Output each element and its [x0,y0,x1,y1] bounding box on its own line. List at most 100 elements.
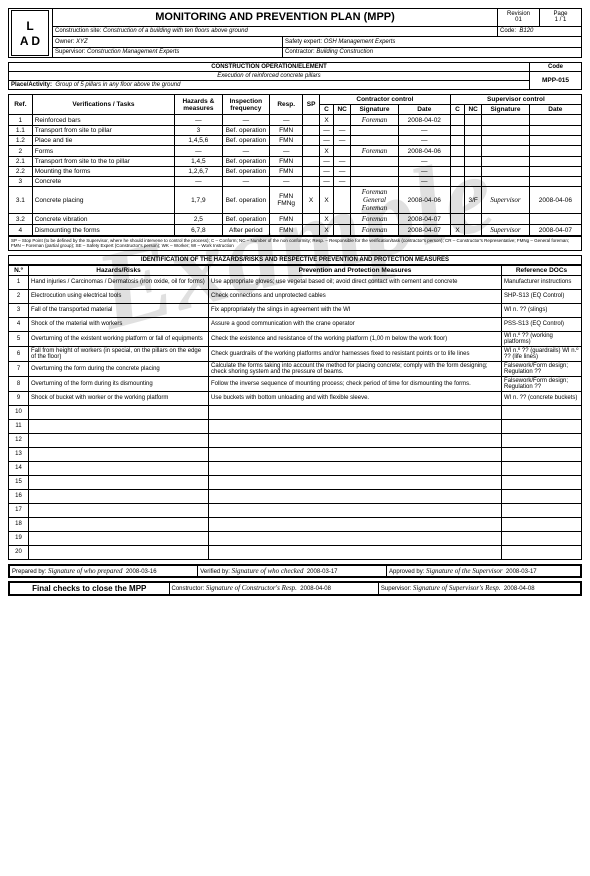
col-sc-sig: Signature [482,105,529,115]
cell: 2008-04-07 [398,225,450,236]
table-row: 4Dismounting the forms6,7,8After periodF… [9,225,582,236]
site-value: Construction of a building with ten floo… [103,28,248,34]
cell [482,157,529,167]
cell [450,187,464,214]
col-cc-nc: NC [334,105,351,115]
table-row: 2.2Mounting the forms1,2,6,7Bef. operati… [9,167,582,177]
cell: Transport from site to pillar [32,126,174,136]
hcol-n: N.º [9,265,29,275]
cell: 4 [9,317,29,331]
cell: 8 [9,376,29,391]
cell: 3.1 [9,187,33,214]
op-code-label: Code [530,63,582,72]
cell: 6 [9,346,29,361]
cell [29,475,209,489]
table-row: 20 [9,545,582,559]
cell: — [222,177,269,187]
code-label: Code: [500,28,516,34]
cell: FMN [270,214,303,225]
table-row: 4Shock of the material with workersAssur… [9,317,582,331]
cell: Place and tie [32,136,174,146]
cell [303,126,320,136]
logo-bottom: A D [20,34,40,48]
col-cc-date: Date [398,105,450,115]
approved-label: Approved by: [389,569,424,575]
cell: — [334,177,351,187]
cell: — [398,167,450,177]
cell: Fall from height of workers (in special,… [29,346,209,361]
cell: PSS-S13 (EQ Control) [502,317,582,331]
cell [502,475,582,489]
cell [529,146,581,157]
table-row: 13 [9,447,582,461]
logo-top: L [26,19,33,33]
cell [303,225,320,236]
table-row: 16 [9,489,582,503]
cell [209,447,502,461]
contractor-label: Contractor: [285,49,315,55]
cell: — [398,177,450,187]
cell [482,177,529,187]
cell: 9 [9,391,29,405]
table-row: 12 [9,433,582,447]
cell: — [319,167,333,177]
cell: 1,7,9 [175,187,222,214]
cell [29,447,209,461]
cell: 2,5 [175,214,222,225]
cell: 3 [9,177,33,187]
table-row: 14 [9,461,582,475]
cell: — [175,115,222,126]
cell: — [270,115,303,126]
cell: 12 [9,433,29,447]
cell [29,503,209,517]
cell: Forms [32,146,174,157]
cell: Overturning the form during the concrete… [29,361,209,376]
cell: 2008-04-07 [398,214,450,225]
cell [450,136,464,146]
cell [482,126,529,136]
approved-date: 2008-03-17 [506,569,537,575]
cell: 2008-04-02 [398,115,450,126]
cell [450,157,464,167]
col-sc-date: Date [529,105,581,115]
cell [351,157,398,167]
cell [482,167,529,177]
cell: — [334,167,351,177]
safety-value: OSH Management Experts [324,39,396,45]
col-sp: SP [303,95,320,115]
final-checks-table: Final checks to close the MPP Constructo… [8,581,582,596]
cell: Foreman General Foreman [351,187,398,214]
cell [303,146,320,157]
cell: 19 [9,531,29,545]
hcol-hr: Hazards/Risks [29,265,209,275]
cell: FMN [270,225,303,236]
cell: X [303,187,320,214]
cell [334,146,351,157]
table-row: 2.1Transport from site to the to pillar1… [9,157,582,167]
supervisor-label: Supervisor: [55,49,85,55]
cell [502,489,582,503]
cell: — [319,177,333,187]
cell: X [450,225,464,236]
cell: Shock of bucket with worker or the worki… [29,391,209,405]
cell [303,214,320,225]
cell: 1,4,5,6 [175,136,222,146]
cell [29,545,209,559]
cell [502,447,582,461]
cell: X [319,115,333,126]
place-label: Place/Activity: [11,82,52,88]
legend: SP – Stop Point (to be defined by the Su… [8,236,582,251]
cell: Foreman [351,146,398,157]
cell: Check the existence and resistance of th… [209,331,502,346]
table-row: 19 [9,531,582,545]
cell [303,136,320,146]
header-table: L A D MONITORING AND PREVENTION PLAN (MP… [8,8,582,58]
cell: 2 [9,289,29,303]
verified-label: Verified by: [200,569,230,575]
cell: — [334,157,351,167]
cell: 20 [9,545,29,559]
cell: 13 [9,447,29,461]
cell [209,461,502,475]
table-row: 3.1Concrete placing1,7,9Bef. operationFM… [9,187,582,214]
cell [209,433,502,447]
